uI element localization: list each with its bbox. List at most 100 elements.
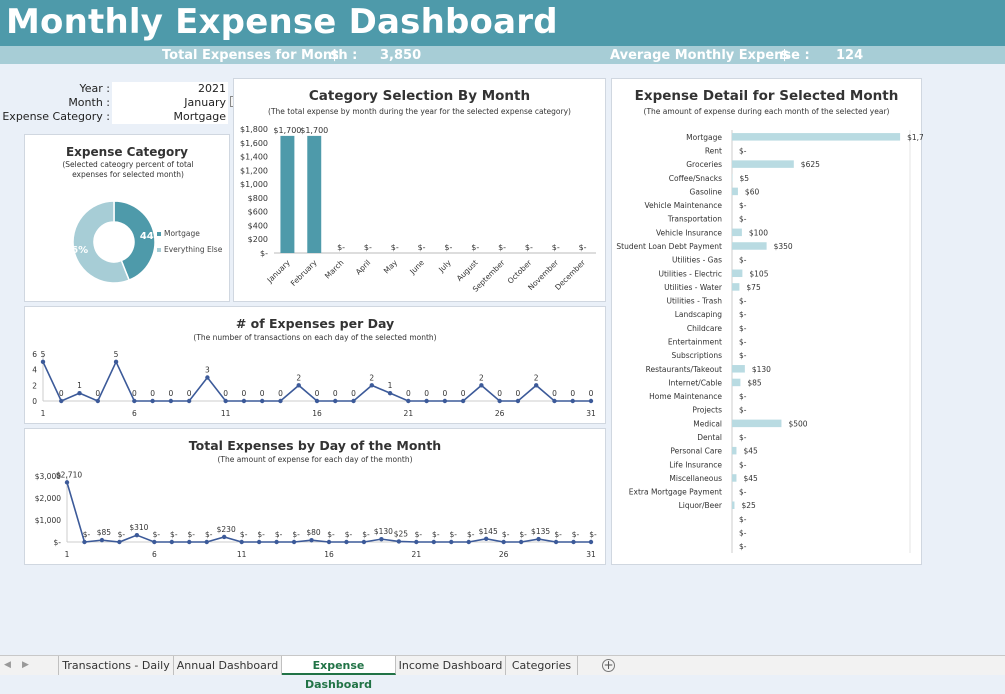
detail-bar: [732, 242, 767, 250]
data-label: $-: [572, 530, 580, 539]
data-point: [571, 540, 575, 544]
category-label: Entertainment: [668, 338, 722, 347]
bar-january: [280, 136, 294, 253]
avg-expense-currency: $: [780, 48, 789, 63]
sheet-tab-bar: ◀ ▶ Transactions - Daily Annual Dashboar…: [0, 655, 1005, 675]
legend-mortgage: Mortgage: [164, 229, 200, 238]
total-expenses-label: Total Expenses for Month :: [162, 48, 357, 63]
data-label: 0: [315, 389, 320, 398]
data-label: $-: [519, 530, 527, 539]
data-point: [388, 391, 392, 395]
data-label: $-: [450, 530, 458, 539]
detail-bar: [732, 133, 900, 141]
data-point: [132, 399, 136, 403]
data-point: [114, 360, 118, 364]
year-cell[interactable]: 2021: [112, 82, 228, 96]
data-point: [406, 399, 410, 403]
detail-value-label: $25: [741, 501, 756, 510]
detail-value-label: $75: [746, 283, 761, 292]
data-label: 1: [388, 381, 393, 390]
detail-value-label: $100: [749, 228, 768, 237]
data-label: 3: [205, 366, 210, 375]
data-label: 5: [41, 350, 46, 359]
category-label: Life Insurance: [669, 460, 722, 469]
data-label: 2: [534, 373, 539, 382]
detail-value-label: $-: [739, 215, 747, 224]
data-label: $-: [240, 530, 248, 539]
category-label: Childcare: [687, 324, 723, 333]
add-sheet-icon[interactable]: +: [602, 659, 615, 672]
data-point: [260, 399, 264, 403]
data-label: $-: [432, 530, 440, 539]
x-tick-label: February: [289, 258, 319, 288]
data-label: 0: [461, 389, 466, 398]
category-label: Expense Category :: [0, 110, 110, 123]
tab-categories[interactable]: Categories: [506, 656, 578, 675]
data-point: [571, 399, 575, 403]
bar-value-label: $-: [364, 243, 372, 252]
legend-everything-else: Everything Else: [164, 245, 223, 254]
detail-value-label: $-: [739, 433, 747, 442]
detail-value-label: $-: [739, 256, 747, 265]
scroll-right-icon[interactable]: ▶: [22, 656, 29, 675]
data-point: [223, 399, 227, 403]
x-tick-label: 6: [152, 550, 157, 559]
total-expenses-value: 3,850: [380, 48, 421, 63]
detail-value-label: $-: [739, 201, 747, 210]
data-point: [257, 540, 261, 544]
category-label: Gasoline: [690, 187, 723, 196]
data-point: [170, 540, 174, 544]
category-cell[interactable]: Mortgage: [112, 110, 228, 124]
tab-transactions-daily[interactable]: Transactions - Daily: [58, 656, 174, 675]
x-tick-label: August: [455, 258, 480, 283]
data-label: $-: [118, 530, 126, 539]
x-tick-label: 16: [312, 409, 322, 418]
y-tick-label: 4: [32, 366, 37, 375]
data-point: [242, 399, 246, 403]
data-point: [187, 399, 191, 403]
detail-bar: [732, 501, 734, 509]
data-point: [461, 399, 465, 403]
data-label: $-: [275, 530, 283, 539]
data-point: [552, 399, 556, 403]
detail-value-label: $-: [739, 460, 747, 469]
data-point: [274, 540, 278, 544]
category-label: Subscriptions: [671, 351, 722, 360]
y-tick-label: 2: [32, 381, 37, 390]
data-label: 0: [187, 389, 192, 398]
data-label: $-: [345, 530, 353, 539]
legend-swatch-mortgage: [157, 232, 161, 236]
data-point: [589, 540, 593, 544]
donut-label-1: 56%: [64, 245, 88, 256]
bar-value-label: $-: [525, 243, 533, 252]
expenses-per-day-panel: # of Expenses per Day (The number of tra…: [24, 306, 606, 424]
tab-income-dashboard[interactable]: Income Dashboard: [396, 656, 506, 675]
data-label: 0: [406, 389, 411, 398]
data-label: 1: [77, 381, 82, 390]
data-label: 0: [132, 389, 137, 398]
data-point: [150, 399, 154, 403]
month-label: Month :: [0, 96, 110, 109]
data-label: $130: [374, 527, 393, 536]
data-point: [370, 383, 374, 387]
x-tick-label: May: [382, 258, 400, 276]
data-point: [327, 540, 331, 544]
tab-annual-dashboard[interactable]: Annual Dashboard: [174, 656, 282, 675]
data-label: $-: [554, 530, 562, 539]
detail-bar: [732, 160, 794, 168]
data-point: [309, 538, 313, 542]
data-label: $2,710: [56, 470, 82, 479]
category-label: Personal Care: [670, 447, 722, 456]
y-tick-label: $400: [248, 221, 268, 230]
tab-expense-dashboard[interactable]: Expense Dashboard: [282, 656, 396, 675]
detail-value-label: $130: [752, 365, 771, 374]
detail-value-label: $500: [788, 419, 807, 428]
x-tick-label: 31: [586, 409, 596, 418]
scroll-left-icon[interactable]: ◀: [4, 656, 11, 675]
data-point: [379, 537, 383, 541]
month-cell[interactable]: January: [112, 96, 228, 110]
data-point: [333, 399, 337, 403]
data-label: 0: [351, 389, 356, 398]
